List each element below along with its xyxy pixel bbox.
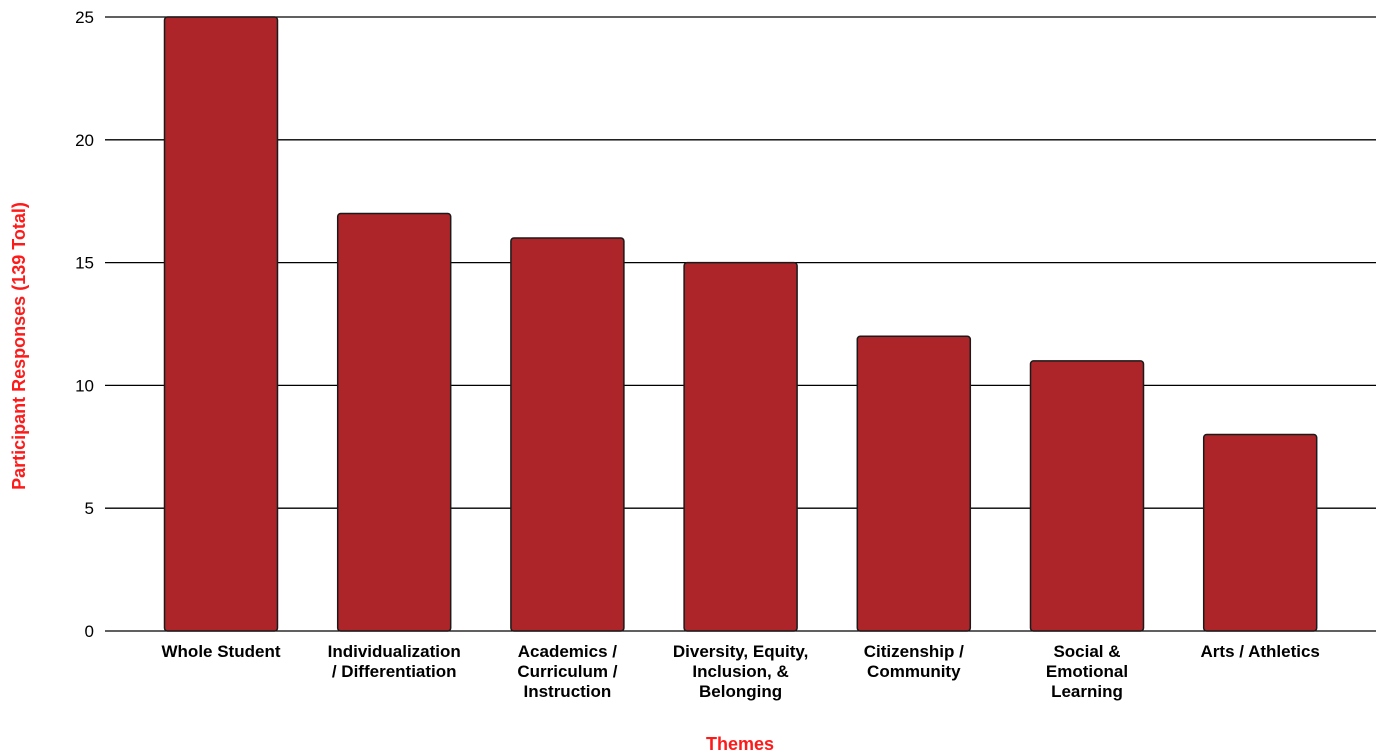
x-category-labels: Whole Student Individualization / Differen…	[162, 642, 1320, 701]
bar	[1029, 360, 1145, 632]
y-tick-label: 25	[75, 8, 94, 27]
x-category-label: Social & Emotional Learning	[1046, 642, 1128, 701]
x-axis-title: Themes	[706, 734, 774, 754]
y-tick-label: 15	[75, 254, 94, 273]
x-category-label: Whole Student	[162, 642, 281, 661]
y-axis-title: Participant Responses (139 Total)	[9, 202, 29, 490]
y-tick-label: 5	[85, 499, 94, 518]
bar	[683, 261, 798, 632]
x-category-label: Academics / Curriculum / Instruction	[517, 642, 617, 701]
x-category-label: Arts / Athletics	[1201, 642, 1320, 661]
bars	[163, 16, 1318, 632]
bar	[336, 212, 452, 632]
y-tick-labels: 0 5 10 15 20 25	[75, 8, 94, 641]
x-category-label: Diversity, Equity, Inclusion, & Belonging	[673, 642, 808, 701]
bar	[1202, 433, 1318, 632]
y-tick-label: 20	[75, 131, 94, 150]
x-category-label: Citizenship / Community	[864, 642, 964, 681]
x-category-label: Individualization / Differentiation	[328, 642, 461, 681]
y-tick-label: 10	[75, 376, 94, 395]
bar	[856, 335, 972, 632]
bar	[510, 237, 625, 632]
bar	[163, 16, 279, 632]
y-tick-label: 0	[85, 622, 94, 641]
